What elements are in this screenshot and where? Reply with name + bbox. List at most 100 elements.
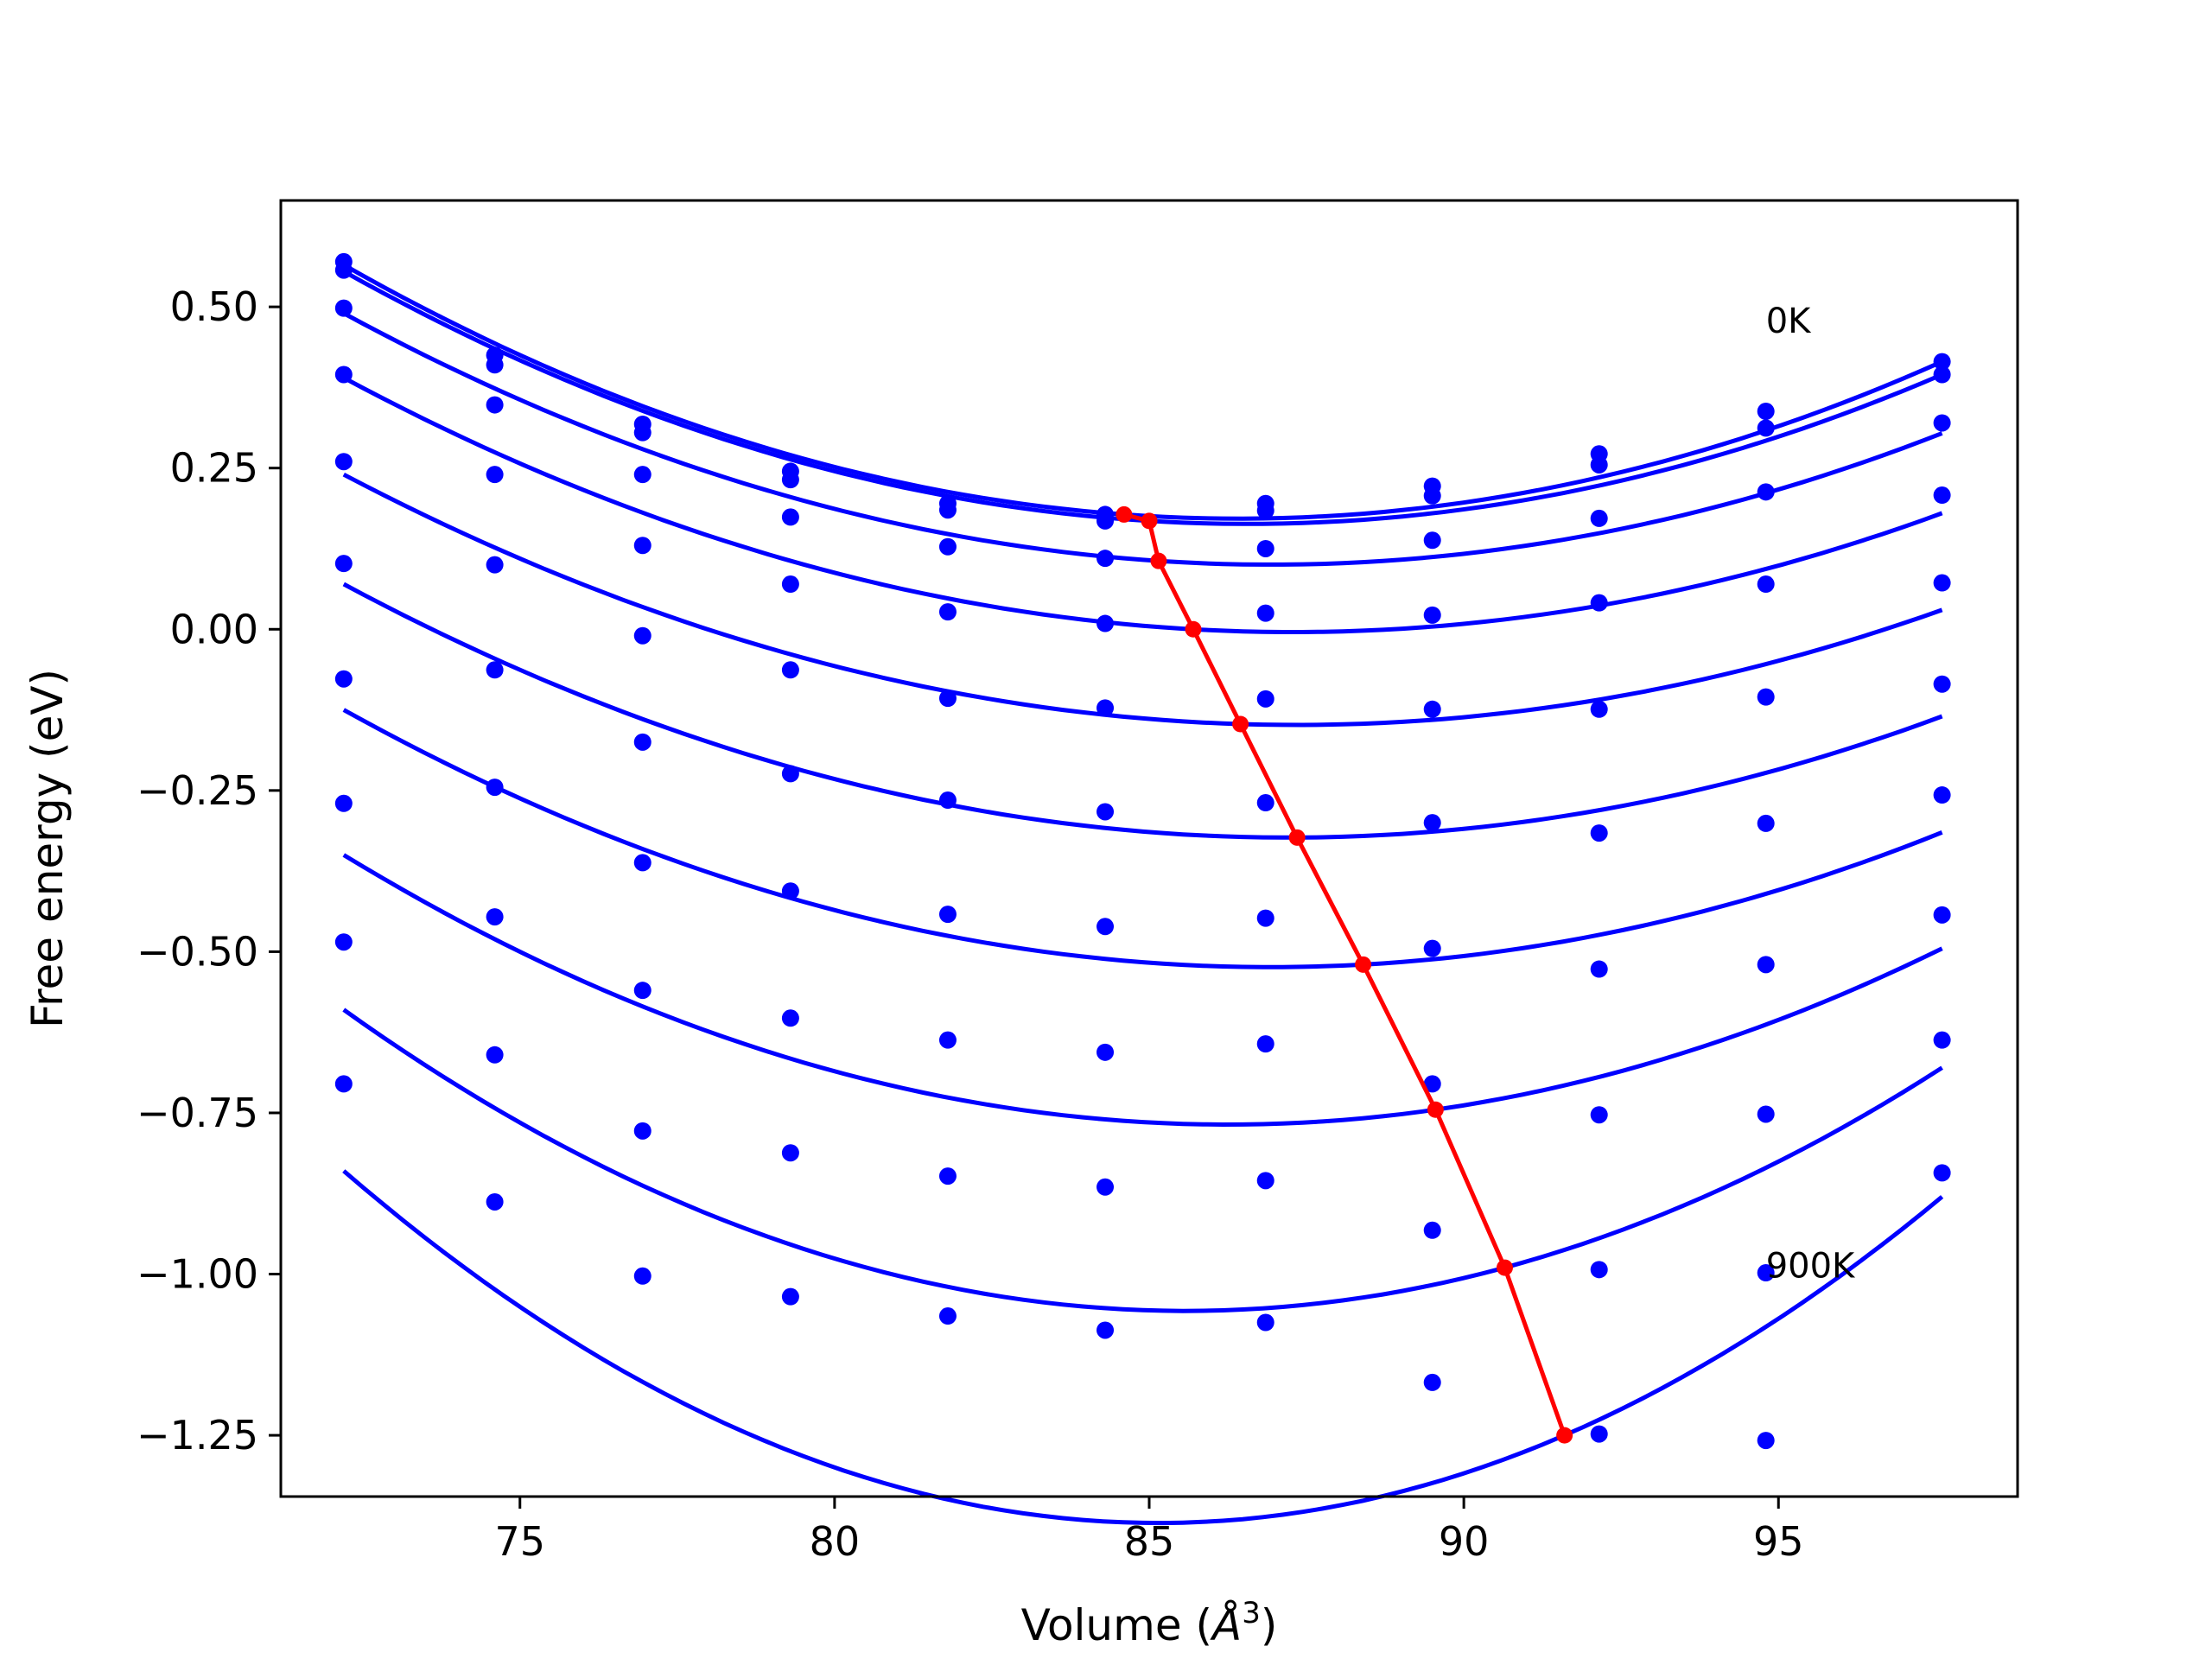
data-point-5-0 (334, 555, 353, 573)
x-axis: 75 80 85 90 95 (494, 1497, 1804, 1565)
data-point-1-1 (486, 356, 504, 374)
data-point-8-1 (486, 1046, 504, 1064)
minima-line (1123, 512, 1567, 1436)
data-point-8-10 (1933, 1031, 1951, 1049)
data-point-3-3 (781, 575, 799, 594)
y-tick-label: −1.00 (137, 1251, 258, 1298)
data-point-7-2 (633, 982, 652, 1000)
data-point-6-5 (1096, 918, 1115, 936)
data-point-1-10 (1933, 365, 1951, 384)
data-point-2-5 (1096, 550, 1115, 568)
x-tick-label: 75 (494, 1518, 545, 1565)
data-point-2-7 (1423, 531, 1441, 550)
data-point-2-6 (1256, 539, 1274, 557)
data-point-4-10 (1933, 574, 1951, 592)
data-point-1-6 (1256, 501, 1274, 519)
data-point-9-0 (334, 1075, 353, 1093)
minimum-point-5 (1288, 829, 1306, 846)
x-tick-label: 90 (1439, 1518, 1490, 1565)
data-point-8-7 (1423, 1221, 1441, 1239)
data-point-3-2 (633, 537, 652, 555)
data-point-8-2 (633, 1122, 652, 1140)
x-tick-label: 85 (1124, 1518, 1175, 1565)
data-point-5-8 (1590, 824, 1608, 842)
data-point-7-6 (1256, 1035, 1274, 1053)
y-tick-label: −1.25 (137, 1412, 258, 1459)
data-point-6-0 (334, 670, 353, 688)
minimum-point-4 (1232, 715, 1249, 733)
data-point-4-6 (1256, 690, 1274, 708)
data-point-8-4 (938, 1167, 957, 1185)
data-point-3-6 (1256, 604, 1274, 622)
fit-curve-6 (342, 708, 1943, 969)
minimum-point-3 (1185, 620, 1202, 638)
data-point-3-0 (334, 365, 353, 384)
data-point-5-1 (486, 661, 504, 679)
y-tick-label: −0.50 (137, 928, 258, 975)
y-tick-label: −0.75 (137, 1090, 258, 1136)
data-point-2-1 (486, 396, 504, 414)
data-point-5-4 (938, 791, 957, 810)
data-point-5-7 (1423, 814, 1441, 832)
data-point-8-8 (1590, 1261, 1608, 1279)
y-tick-label: 0.50 (170, 283, 258, 330)
data-point-9-10 (1933, 1164, 1951, 1182)
data-point-6-7 (1423, 939, 1441, 957)
fit-curve-1 (342, 269, 1943, 526)
data-point-4-8 (1590, 700, 1608, 718)
data-point-4-7 (1423, 700, 1441, 718)
fit-curve-4 (342, 472, 1943, 728)
fit-curve-0 (342, 263, 1943, 521)
data-point-4-9 (1757, 688, 1775, 706)
y-tick-label: 0.00 (170, 606, 258, 652)
annotation-0k: 0K (1766, 302, 1812, 341)
data-point-5-5 (1096, 803, 1115, 821)
fit-curve-9 (342, 1169, 1944, 1526)
data-point-1-3 (781, 471, 799, 489)
data-point-8-3 (781, 1144, 799, 1162)
x-tick-label: 80 (810, 1518, 861, 1565)
data-point-7-1 (486, 908, 504, 926)
data-point-4-5 (1096, 699, 1115, 717)
data-point-5-3 (781, 765, 799, 783)
data-point-7-9 (1757, 1105, 1775, 1123)
data-point-4-4 (938, 690, 957, 708)
data-point-3-8 (1590, 594, 1608, 612)
data-point-2-8 (1590, 509, 1608, 527)
data-point-0-9 (1757, 403, 1775, 421)
minimum-point-2 (1150, 552, 1167, 569)
data-point-9-6 (1256, 1313, 1274, 1332)
fit-curve-2 (342, 311, 1943, 567)
data-point-5-9 (1757, 814, 1775, 832)
data-point-9-7 (1423, 1373, 1441, 1391)
data-point-1-4 (938, 501, 957, 519)
minimum-point-8 (1496, 1259, 1513, 1276)
data-point-3-5 (1096, 614, 1115, 632)
data-point-4-1 (486, 556, 504, 574)
data-point-0-10 (1933, 353, 1951, 371)
fit-curve-3 (342, 375, 1943, 634)
y-axis: 0.50 0.25 0.00 −0.25 −0.50 −0.75 −1.00 −1.25 (137, 283, 281, 1459)
data-point-6-1 (486, 779, 504, 797)
data-point-5-2 (633, 733, 652, 751)
data-point-1-8 (1590, 455, 1608, 474)
data-point-2-9 (1757, 483, 1775, 501)
data-point-4-0 (334, 453, 353, 471)
data-point-6-3 (781, 882, 799, 900)
data-point-7-8 (1590, 1106, 1608, 1124)
y-tick-label: −0.25 (137, 767, 258, 814)
data-point-7-0 (334, 794, 353, 812)
plot-area (334, 252, 1951, 1526)
data-point-7-4 (938, 1031, 957, 1049)
fit-curve-7 (342, 853, 1943, 1128)
data-point-7-3 (781, 1009, 799, 1027)
data-point-6-10 (1933, 786, 1951, 804)
y-axis-title: Free energy (eV) (22, 669, 73, 1028)
data-point-6-6 (1256, 909, 1274, 927)
x-tick-label: 95 (1753, 1518, 1804, 1565)
data-point-3-9 (1757, 575, 1775, 594)
x-axis-title: Volume (Å3) (1021, 1596, 1278, 1650)
minimum-point-9 (1556, 1427, 1573, 1444)
data-point-5-10 (1933, 675, 1951, 693)
